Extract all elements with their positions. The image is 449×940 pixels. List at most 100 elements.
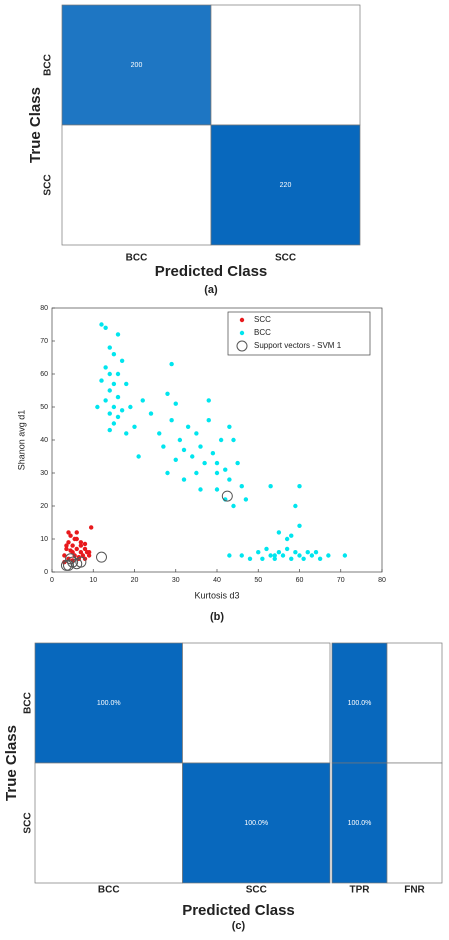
row-label: SCC (23, 812, 34, 833)
point (293, 550, 298, 555)
point (227, 477, 232, 482)
point (74, 546, 79, 552)
point (276, 530, 282, 535)
point (111, 352, 117, 357)
point (169, 361, 174, 367)
point (256, 550, 261, 555)
point (272, 556, 277, 561)
empty-cell (182, 642, 331, 764)
point (124, 431, 129, 436)
point (78, 543, 84, 548)
point (289, 556, 294, 561)
point (272, 553, 277, 558)
point (99, 322, 104, 327)
legend-box (227, 311, 371, 356)
x-tick-label: 80 (378, 577, 386, 584)
point (78, 550, 84, 555)
point (202, 460, 207, 466)
point (82, 541, 88, 547)
point (165, 470, 170, 476)
point (119, 408, 125, 413)
point (309, 553, 315, 558)
summary-cell (331, 762, 388, 884)
summary-label: FNR (404, 885, 425, 896)
point (124, 381, 129, 387)
point (221, 490, 233, 502)
point (161, 444, 166, 449)
cell-value: 100.0% (348, 820, 372, 827)
y-tick-label: 70 (40, 338, 48, 345)
point (194, 470, 199, 476)
point (243, 497, 249, 502)
point (326, 553, 331, 558)
point (177, 437, 183, 443)
point (111, 381, 117, 387)
summary-label: TPR (350, 885, 371, 896)
point (66, 540, 71, 545)
y-tick-label: 30 (40, 470, 48, 477)
point (99, 378, 104, 383)
point (173, 457, 178, 462)
point (194, 431, 199, 436)
point (165, 391, 170, 396)
point (210, 451, 216, 456)
y-tick-label: 60 (40, 371, 48, 378)
point (181, 477, 187, 482)
point (297, 523, 302, 528)
point (235, 460, 240, 466)
matrix-cell (210, 124, 361, 246)
point (115, 414, 121, 420)
point (103, 398, 108, 403)
cell-value: 100.0% (244, 820, 268, 827)
cell-value: 100.0% (97, 700, 121, 707)
point (239, 484, 244, 489)
caption: (c) (232, 920, 246, 932)
x-tick-label: 10 (89, 577, 97, 584)
point (95, 404, 100, 410)
point (214, 470, 220, 476)
point (115, 371, 121, 377)
point (231, 503, 236, 509)
point (185, 424, 191, 429)
y-tick-label: 20 (40, 503, 48, 510)
y-tick-label: 50 (40, 404, 48, 411)
point (107, 345, 112, 350)
x-tick-label: 30 (172, 577, 180, 584)
x-tick-label: 0 (50, 577, 54, 584)
point (62, 553, 67, 558)
y-tick-label: 80 (40, 305, 48, 312)
cell-value: 220 (280, 182, 292, 189)
row-label: BCC (43, 54, 54, 76)
point (86, 553, 92, 558)
row-label: BCC (23, 692, 34, 714)
point (276, 550, 282, 555)
point (119, 358, 125, 363)
point (82, 546, 88, 552)
point (107, 388, 112, 393)
column-label: SCC (275, 253, 296, 264)
point (227, 424, 232, 429)
point (128, 404, 133, 410)
point (198, 487, 203, 492)
point (206, 398, 211, 403)
point (140, 398, 145, 403)
empty-cell (61, 124, 212, 246)
point (66, 530, 71, 535)
point (173, 401, 178, 406)
point (342, 553, 348, 558)
point (260, 556, 265, 561)
point (68, 548, 73, 553)
y-tick-label: 10 (40, 536, 48, 543)
point (198, 444, 203, 449)
y-axis-title: True Class (27, 87, 44, 163)
point (305, 550, 310, 555)
x-axis-title: Kurtosis d3 (194, 590, 239, 600)
point (107, 427, 112, 433)
point (148, 411, 154, 416)
point (70, 543, 75, 548)
point (111, 421, 117, 426)
legend-label: SCC (254, 315, 271, 324)
point (63, 559, 74, 571)
point (78, 540, 84, 545)
y-axis-title: True Class (3, 725, 20, 801)
